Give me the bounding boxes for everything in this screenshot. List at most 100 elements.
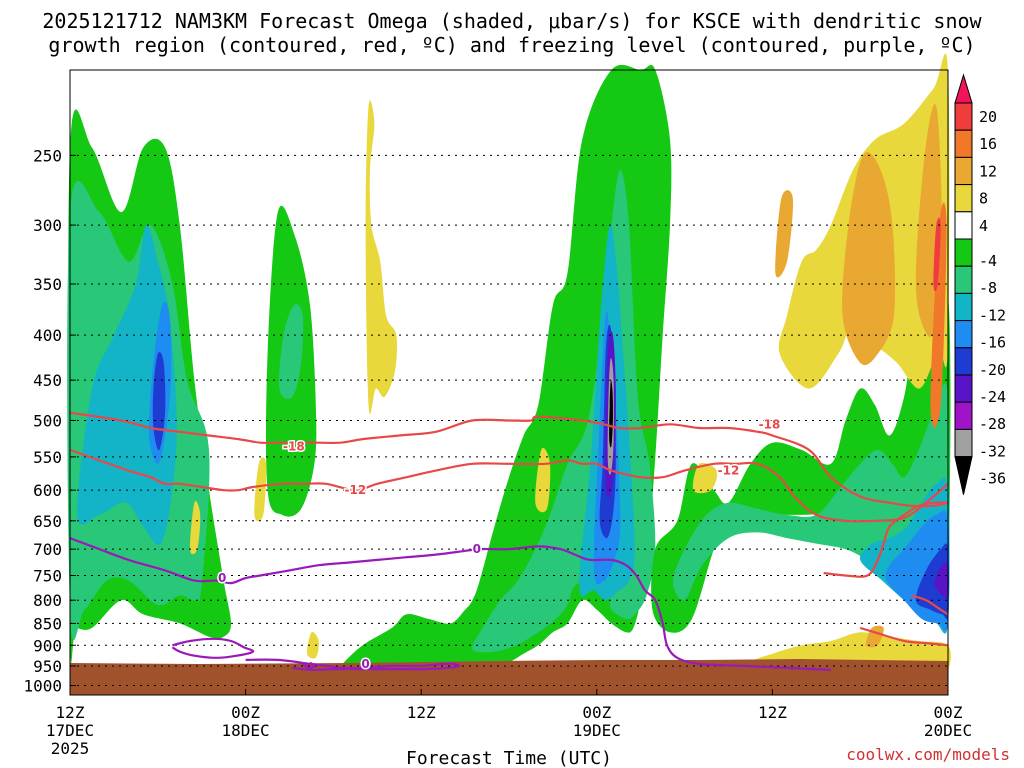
omega-region-33 (930, 202, 947, 428)
colorbar-swatch (954, 401, 973, 430)
x-tick-label: 20DEC (924, 721, 972, 740)
colorbar-swatch (954, 428, 973, 458)
x-tick-label: 00Z (934, 703, 963, 722)
dgz-contour-label: -18 (283, 439, 305, 453)
colorbar-tick-label: -36 (979, 470, 1006, 488)
dgz-contour-label: -12 (345, 483, 367, 497)
colorbar-tick-label: -32 (979, 442, 1006, 460)
colorbar-swatch (954, 347, 973, 376)
y-tick-label: 800 (33, 591, 62, 610)
colorbar-tick-label: -20 (979, 361, 1006, 379)
chart-title: 2025121712 NAM3KM Forecast Omega (shaded… (42, 9, 982, 57)
freezing-contour-line-1 (171, 637, 255, 659)
colorbar-swatch (954, 374, 973, 403)
y-tick-label: 500 (33, 411, 62, 430)
colorbar-top-arrow (954, 73, 973, 104)
x-tick-label: 00Z (582, 703, 611, 722)
y-tick-label: 750 (33, 567, 62, 586)
omega-region-6 (278, 304, 304, 399)
colorbar-swatch (954, 238, 973, 267)
title-line-2: growth region (contoured, red, ºC) and f… (48, 33, 975, 57)
colorbar-bottom-arrow (954, 456, 973, 495)
freezing-contour-label: 0 (218, 571, 226, 585)
colorbar-swatch (954, 265, 973, 294)
colorbar-swatch (954, 292, 973, 322)
omega-region-24 (306, 631, 319, 659)
colorbar-tick-label: 20 (979, 108, 997, 126)
plot-area: -18 -18 -12 -12 0 0 0 (67, 53, 951, 696)
plot-frame (69, 69, 949, 696)
x-tick-label: 12Z (758, 703, 787, 722)
title-line-1: 2025121712 NAM3KM Forecast Omega (shaded… (42, 9, 982, 33)
omega-region-2 (77, 224, 177, 545)
x-axis-label: Forecast Time (UTC) (406, 748, 612, 768)
y-tick-label: 550 (33, 448, 62, 467)
colorbar-tick-label: 16 (979, 135, 997, 153)
colorbar-tick-label: 8 (979, 190, 988, 208)
y-tick-label: 650 (33, 512, 62, 531)
freezing-contour-label: 0 (473, 542, 481, 556)
colorbar-swatch (954, 320, 973, 349)
freezing-contour-label: 0 (361, 657, 369, 671)
freezing-contour-line-2 (245, 658, 461, 672)
colorbar-legend: 20 16 12 8 4 -4 -8 -12 -16 -20 -24 -28 -32 -36 (954, 73, 1006, 495)
dgz-contour-line-0 (69, 411, 949, 508)
colorbar-swatch (954, 211, 973, 240)
colorbar-tick-label: 12 (979, 162, 997, 180)
y-tick-label: 300 (33, 216, 62, 235)
y-tick-label: 450 (33, 371, 62, 390)
dgz-contour-line-3 (859, 626, 949, 647)
omega-region-29 (842, 152, 896, 366)
colorbar-tick-label: -28 (979, 415, 1006, 433)
dgz-contour-line-4 (911, 594, 949, 616)
y-tick-label: 350 (33, 275, 62, 294)
x-tick-label: 12Z (56, 703, 85, 722)
colorbar-tick-label: -24 (979, 388, 1006, 406)
x-tick-label: 00Z (231, 703, 260, 722)
y-axis: 250 300 350 400 450 500 550 600 650 700 750 800 850 9… (23, 146, 76, 696)
omega-region-21 (365, 100, 398, 414)
colorbar-swatch (954, 156, 973, 186)
omega-region-22 (189, 501, 201, 555)
omega-region-4 (152, 351, 166, 451)
omega-region-20 (934, 562, 949, 599)
omega-region-16 (672, 383, 950, 634)
colorbar-tick-label: -16 (979, 334, 1006, 352)
y-tick-label: 850 (33, 614, 62, 633)
y-tick-label: 700 (33, 540, 62, 559)
freezing-level-contours: 0 0 0 (69, 537, 831, 672)
colorbar-tick-label: -8 (979, 279, 997, 297)
omega-region-15 (651, 275, 951, 633)
x-tick-label: 18DEC (222, 721, 270, 740)
freezing-contour-line-0 (69, 537, 831, 671)
x-tick-label: 12Z (407, 703, 436, 722)
x-tick-label: 19DEC (573, 721, 621, 740)
colorbar-swatch (954, 129, 973, 158)
omega-region-34 (933, 217, 941, 292)
dendritic-growth-contours: -18 -18 -12 -12 (69, 411, 949, 647)
dgz-contour-line-1 (69, 448, 949, 523)
omega-region-14 (609, 379, 613, 448)
y-tick-label: 900 (33, 636, 62, 655)
colorbar-swatch (954, 102, 973, 131)
ground-layer (70, 659, 948, 695)
x-tick-label: 2025 (51, 739, 90, 758)
dgz-contour-label: -12 (718, 464, 740, 478)
colorbar-tick-label: -12 (979, 306, 1006, 324)
omega-region-23 (254, 457, 267, 522)
y-tick-label: 600 (33, 481, 62, 500)
colorbar-swatch (954, 184, 973, 213)
y-tick-label: 1000 (23, 677, 62, 696)
omega-region-26 (692, 462, 718, 494)
dgz-contour-label: -18 (759, 417, 781, 431)
y-tick-label: 400 (33, 326, 62, 345)
colorbar-tick-label: -4 (979, 252, 997, 270)
y-tick-label: 950 (33, 657, 62, 676)
dgz-contour-line-2 (823, 501, 949, 578)
ground-surface (70, 659, 948, 695)
x-tick-label: 17DEC (46, 721, 94, 740)
colorbar-tick-label: 4 (979, 217, 988, 235)
credit-link[interactable]: coolwx.com/models (846, 745, 1010, 764)
